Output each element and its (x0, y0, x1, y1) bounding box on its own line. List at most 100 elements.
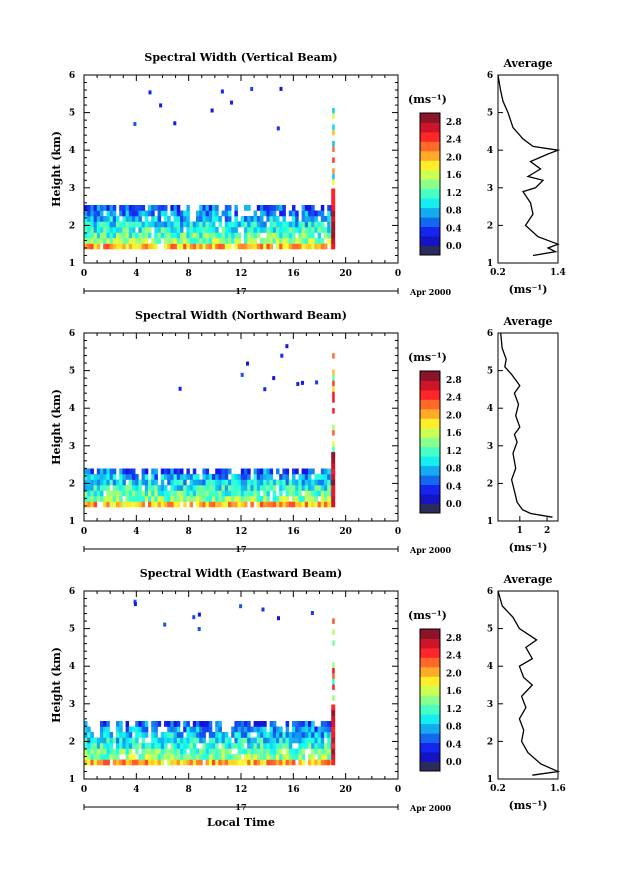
heatmap-cell (170, 501, 174, 508)
heatmap-cell (220, 89, 224, 94)
heatmap-cell (298, 490, 302, 497)
heatmap-cell (327, 496, 331, 502)
heatmap-cell (253, 227, 258, 233)
heatmap-cell (96, 737, 101, 744)
heatmap-cell (234, 243, 238, 250)
heatmap-cell (246, 361, 249, 366)
heatmap-cell (253, 721, 258, 727)
heatmap-cell (135, 221, 139, 228)
heatmap-cell (266, 501, 270, 508)
heatmap-cell (314, 496, 318, 502)
heatmap-cell (244, 721, 248, 727)
heatmap-cell (170, 721, 174, 727)
x-tick-label: 12 (235, 785, 248, 795)
heatmap-cell (295, 243, 299, 250)
heatmap-cell (90, 759, 94, 766)
heatmap-cell (272, 205, 277, 211)
heatmap-cell (103, 243, 107, 250)
heatmap-cell (192, 479, 197, 486)
heatmap-cell (310, 611, 314, 615)
heatmap-cell (106, 485, 110, 491)
heatmap-cell (119, 726, 123, 733)
heatmap-cell (304, 737, 309, 744)
heatmap-cell (212, 748, 216, 755)
heatmap-cell (132, 221, 136, 228)
heatmap-cell (304, 726, 309, 733)
heatmap-cell (199, 496, 203, 502)
heatmap-cell (276, 232, 280, 239)
heatmap-cell (324, 490, 328, 497)
heatmap-cell (253, 748, 258, 755)
heatmap-cell (228, 216, 232, 222)
heatmap-cell (301, 485, 306, 491)
heatmap-cell (119, 721, 123, 727)
heatmap-cell (221, 748, 226, 755)
heatmap-cell (180, 759, 184, 766)
colorbar-frame (419, 628, 441, 772)
heatmap-cell (160, 232, 165, 239)
heatmap-cell (93, 227, 98, 233)
heatmap-cell (244, 479, 248, 486)
heatmap-cell (260, 721, 264, 727)
heatmap-cell (132, 210, 136, 217)
heatmap-cell (253, 479, 258, 486)
y-tick-label: 4 (69, 404, 75, 414)
heatmap-cell (292, 754, 296, 760)
heatmap-cell (119, 490, 123, 497)
colorbar-bin (420, 704, 440, 715)
heatmap-cell (304, 743, 309, 749)
colorbar-bin (420, 198, 440, 209)
heatmap-cell (231, 496, 235, 502)
heatmap-cell (212, 227, 216, 233)
heatmap-cell (237, 221, 242, 228)
colorbar-bin (420, 169, 440, 180)
heatmap-cell (170, 210, 174, 217)
heatmap-cell (116, 232, 120, 239)
y-tick-label: 2 (69, 221, 75, 231)
heatmap-cell (186, 216, 190, 222)
heatmap-cell (253, 496, 258, 502)
heatmap-cell (180, 221, 184, 228)
heatmap-cell (106, 474, 110, 480)
heatmap-cell (247, 227, 251, 233)
heatmap-cell (164, 737, 168, 744)
heatmap-cell (298, 754, 302, 760)
heatmap-cell (240, 372, 244, 377)
heatmap-cell (186, 743, 190, 749)
heatmap-cell (331, 721, 336, 727)
heatmap-cell (304, 232, 309, 239)
heatmap-cell (244, 748, 248, 755)
heatmap-cell (234, 474, 238, 480)
heatmap-cell (112, 748, 117, 755)
heatmap-cell (212, 501, 216, 508)
heatmap-cell (218, 501, 222, 508)
heatmap-cell (215, 721, 219, 727)
heatmap-cell (208, 221, 213, 228)
heatmap-cell (135, 485, 139, 491)
heatmap-cell (116, 243, 120, 250)
heatmap-cell (301, 754, 306, 760)
heatmap-cell (103, 216, 107, 222)
heatmap-cell (93, 496, 98, 502)
heatmap-cell (320, 501, 325, 508)
heatmap-cell (282, 232, 286, 239)
colorbar-tick-label: 2.4 (446, 394, 462, 404)
heatmap-cell (208, 479, 213, 486)
heatmap-cell (324, 743, 328, 749)
heatmap-cell (282, 205, 286, 211)
heatmap-cell (144, 485, 149, 491)
heatmap-cell (315, 380, 319, 385)
heatmap-cell (128, 243, 133, 250)
heatmap-cell (276, 732, 280, 738)
heatmap-cell (311, 243, 315, 250)
heatmap-cell (324, 759, 328, 766)
heatmap-cell (244, 759, 248, 766)
heatmap-cell (122, 238, 126, 244)
heatmap-cell (128, 468, 133, 475)
heatmap-cell (87, 743, 91, 749)
heatmap-cell (314, 485, 318, 491)
heatmap-cell (151, 216, 155, 222)
heatmap-cell (176, 748, 181, 755)
heatmap-cell (164, 232, 168, 239)
heatmap-cell (288, 490, 293, 497)
